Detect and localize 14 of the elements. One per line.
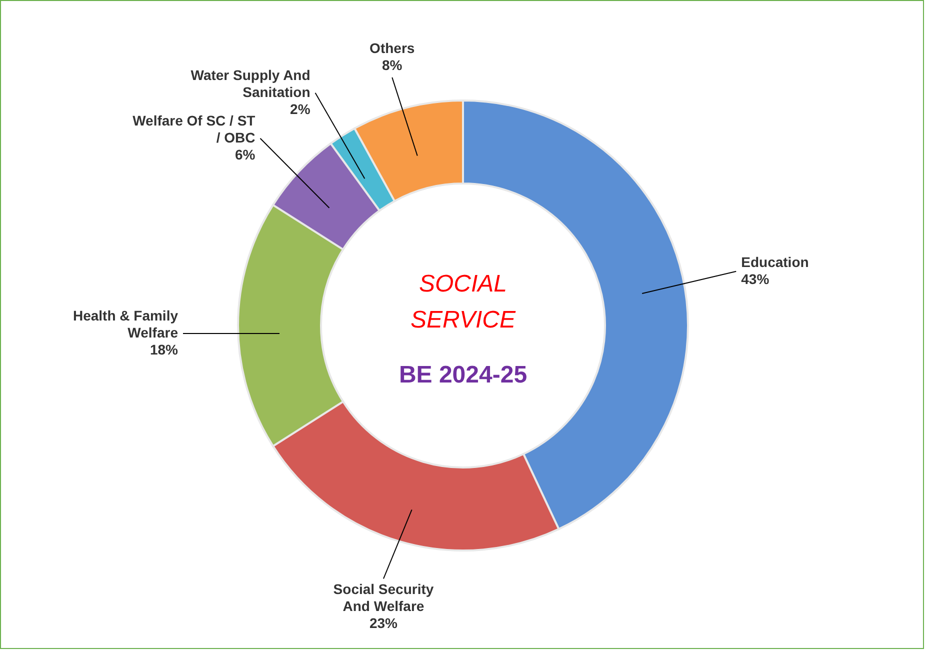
data-label: 18% [150, 342, 179, 358]
data-label: 43% [741, 270, 770, 287]
data-label: 2% [290, 100, 311, 117]
slice-label: Education [741, 254, 809, 270]
slice-label: Welfare Of SC / ST / OBC [132, 112, 256, 146]
data-label: 8% [382, 56, 403, 73]
slice-label: Social Security And Welfare [333, 581, 434, 614]
text: BE 2024-25 [398, 362, 528, 388]
slice-label: Others [370, 40, 415, 56]
text: SOCIAL SERVICE [410, 270, 516, 334]
slice-label: Health & Family Welfare [72, 308, 178, 340]
data-label: 6% [235, 146, 256, 162]
data-label: 23% [369, 615, 398, 632]
slice-label: Water Supply And Sanitation [190, 66, 310, 100]
